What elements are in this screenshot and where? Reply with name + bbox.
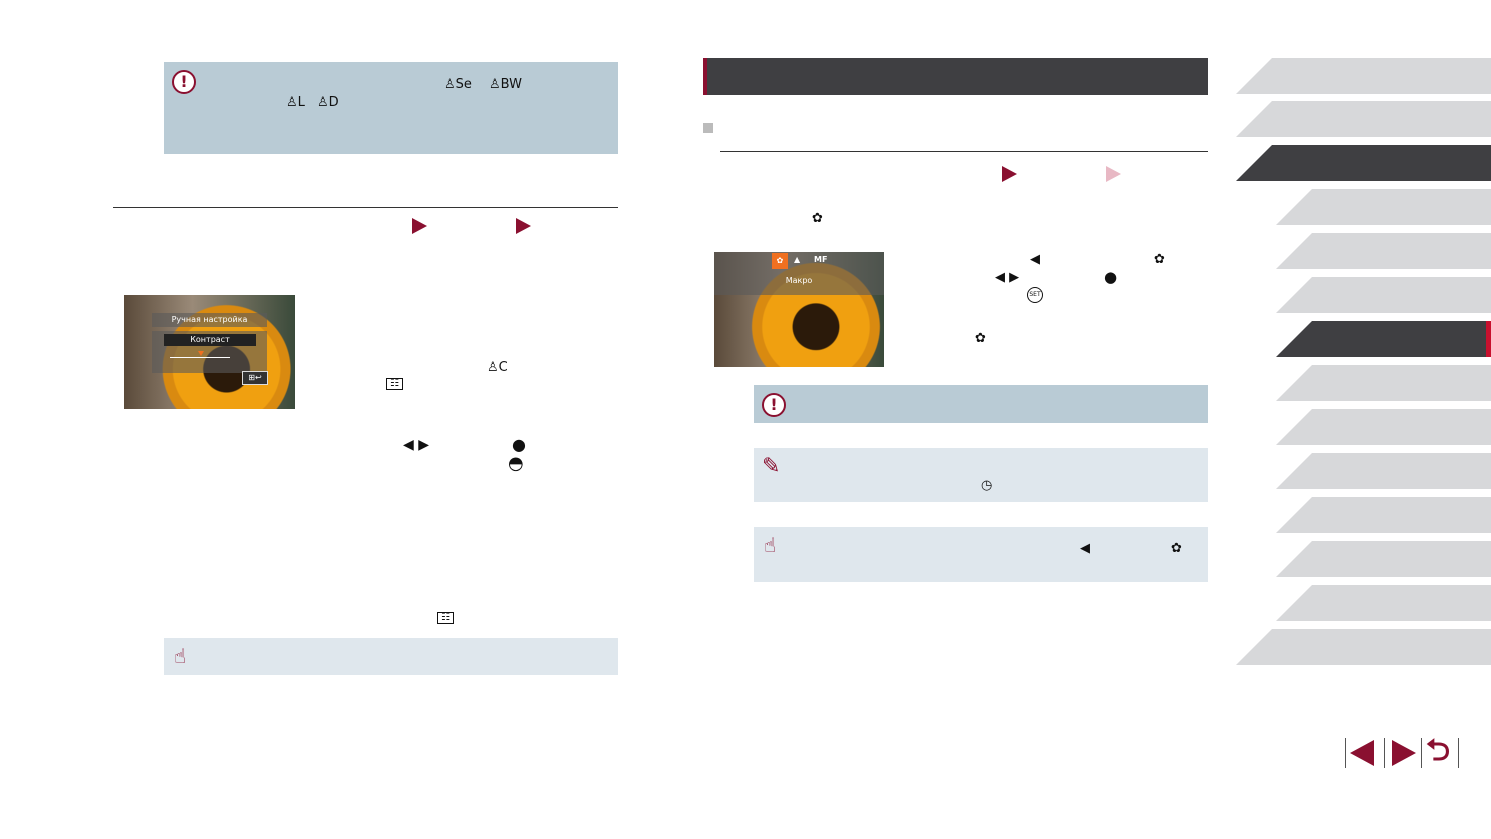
control-dial-icon: ●	[512, 435, 526, 454]
nav-divider	[1421, 738, 1422, 768]
settings-dial-icon: ◓	[508, 453, 524, 474]
step-arrow-icon	[516, 218, 531, 234]
section-tab[interactable]	[1276, 541, 1491, 577]
left-right-arrows-icon: ◀ ▶	[995, 270, 1020, 285]
custom-color-icon: ♙C	[487, 360, 508, 375]
screen-label: Макро	[785, 276, 813, 285]
caution-box: ! ♙Se ♙BW ♙L ♙D	[164, 62, 618, 154]
nav-divider	[1384, 738, 1385, 768]
chapter-tab[interactable]	[1236, 58, 1491, 94]
section-tab[interactable]	[1276, 497, 1491, 533]
macro-icon: ✿	[812, 211, 823, 226]
screen-image-manual-setting: Ручная настройка Контраст ⊞↩	[124, 295, 295, 409]
pencil-icon: ✎	[762, 454, 781, 479]
self-timer-2s-icon: ◷	[981, 478, 993, 493]
touch-icon: ☝	[174, 644, 187, 668]
left-arrow-icon: ◀	[1030, 252, 1040, 267]
next-page-icon[interactable]	[1392, 740, 1416, 766]
slider-scale	[170, 357, 230, 358]
pencil-note-box: ✎ ◷	[754, 448, 1208, 502]
left-arrow-icon: ◀	[1080, 541, 1090, 556]
menu-button-icon: ☷	[386, 378, 403, 390]
section-header-bar	[703, 58, 1208, 95]
color-dark-skin-icon: ♙D	[317, 95, 339, 110]
step-arrow-icon	[412, 218, 427, 234]
section-tab[interactable]	[1276, 365, 1491, 401]
left-right-arrows-icon: ◀ ▶	[403, 437, 429, 453]
caution-icon: !	[762, 393, 786, 417]
menu-back-icon: ⊞↩	[242, 371, 268, 385]
section-tab[interactable]	[1276, 233, 1491, 269]
color-sepia-icon: ♙Se	[444, 77, 472, 92]
slider-marker	[198, 351, 204, 356]
section-tab[interactable]	[1276, 277, 1491, 313]
color-bw-icon: ♙BW	[489, 77, 522, 92]
menu-button-icon: ☷	[437, 612, 454, 624]
previous-page-icon[interactable]	[1350, 740, 1374, 766]
screen-image-macro: ✿ ▲ MF Макро	[714, 252, 884, 367]
divider	[113, 207, 618, 208]
macro-icon: ✿	[975, 331, 986, 346]
chapter-tab[interactable]	[1236, 629, 1491, 665]
mf-label: MF	[814, 255, 828, 264]
section-tab[interactable]	[1276, 409, 1491, 445]
color-light-skin-icon: ♙L	[286, 95, 305, 110]
screen-item-label: Контраст	[164, 334, 256, 346]
focus-menu-overlay: ✿ ▲ MF Макро	[714, 252, 884, 295]
step-arrow-icon	[1106, 166, 1121, 182]
nav-divider	[1458, 738, 1459, 768]
screen-title: Ручная настройка	[152, 313, 267, 327]
step-arrow-icon	[1002, 166, 1017, 182]
divider	[720, 151, 1208, 152]
chapter-tab[interactable]	[1236, 101, 1491, 137]
section-tab[interactable]	[1276, 585, 1491, 621]
normal-icon: ▲	[794, 255, 801, 264]
subsection-bullet	[703, 123, 713, 133]
touch-note-box: ☝ ◀ ✿	[754, 527, 1208, 582]
screen-item: Контраст	[152, 331, 267, 373]
func-set-button-icon: SET	[1027, 287, 1043, 303]
caution-box: !	[754, 385, 1208, 423]
touch-icon: ☝	[764, 533, 777, 557]
section-tab[interactable]	[1276, 453, 1491, 489]
macro-icon: ✿	[1171, 541, 1182, 556]
control-dial-icon: ●	[1104, 268, 1118, 286]
section-tab-active[interactable]	[1276, 321, 1491, 357]
return-icon[interactable]: ⮌	[1426, 733, 1451, 768]
chapter-tab-active[interactable]	[1236, 145, 1491, 181]
section-tab[interactable]	[1276, 189, 1491, 225]
caution-icon: !	[172, 70, 196, 94]
macro-icon: ✿	[772, 253, 788, 269]
touch-note-box: ☝	[164, 638, 618, 675]
macro-icon: ✿	[1154, 252, 1165, 267]
nav-divider	[1345, 738, 1346, 768]
